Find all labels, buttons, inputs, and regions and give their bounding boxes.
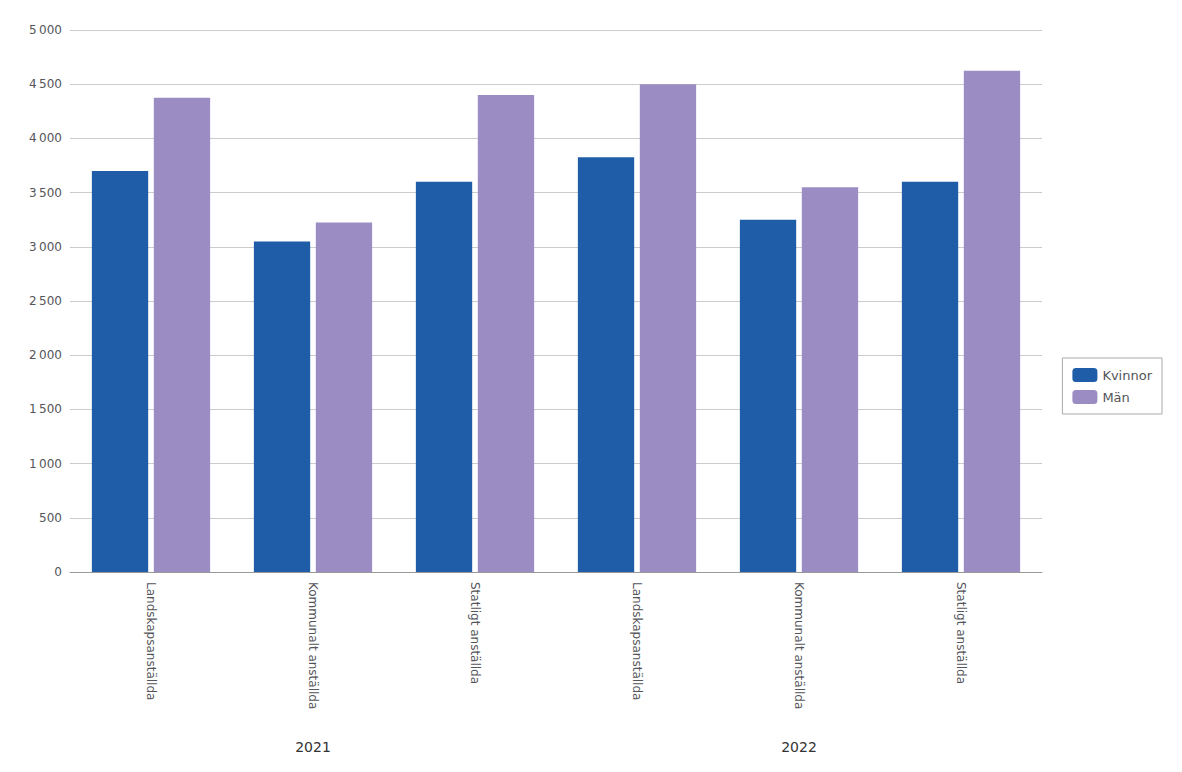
svg-text:3 500: 3 500	[29, 186, 62, 200]
svg-text:4 500: 4 500	[29, 77, 62, 91]
svg-text:Kommunalt anställda: Kommunalt anställda	[792, 582, 806, 709]
svg-text:500: 500	[39, 511, 62, 525]
svg-text:Landskapsanställda: Landskapsanställda	[144, 582, 158, 700]
svg-text:Kvinnor: Kvinnor	[1102, 368, 1152, 383]
svg-text:2021: 2021	[295, 739, 331, 755]
svg-text:2022: 2022	[781, 739, 817, 755]
svg-text:2 000: 2 000	[29, 348, 62, 362]
svg-text:0: 0	[54, 565, 62, 579]
svg-text:Kommunalt anställda: Kommunalt anställda	[306, 582, 320, 709]
svg-text:1 500: 1 500	[29, 402, 62, 416]
svg-text:5 000: 5 000	[29, 23, 62, 37]
svg-text:3 000: 3 000	[29, 240, 62, 254]
svg-text:2 500: 2 500	[29, 294, 62, 308]
svg-text:Statligt anställda: Statligt anställda	[954, 582, 968, 684]
svg-text:Landskapsanställda: Landskapsanställda	[630, 582, 644, 700]
svg-text:1 000: 1 000	[29, 457, 62, 471]
svg-text:4 000: 4 000	[29, 131, 62, 145]
svg-text:Statligt anställda: Statligt anställda	[468, 582, 482, 684]
svg-text:Män: Män	[1102, 390, 1129, 405]
